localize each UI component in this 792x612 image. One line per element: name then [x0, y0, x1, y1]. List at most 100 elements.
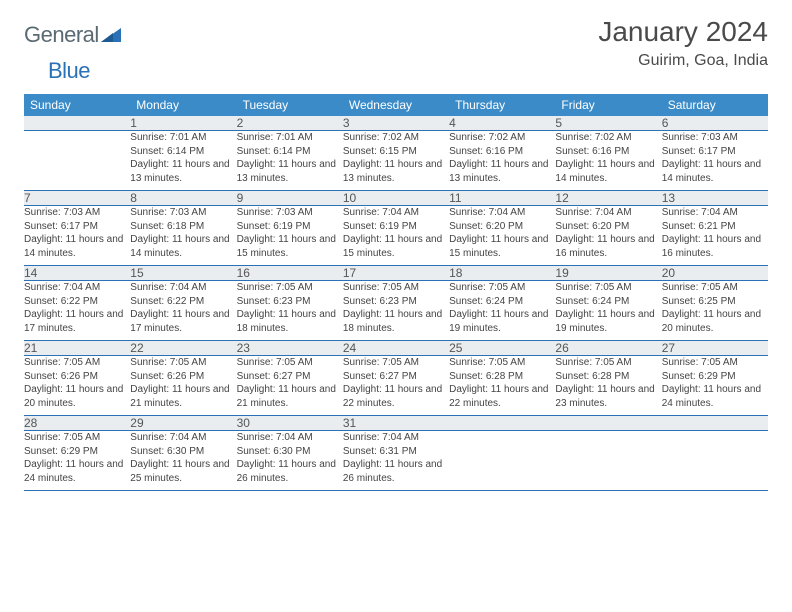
day-cell	[24, 131, 130, 191]
calendar-body: 123456Sunrise: 7:01 AMSunset: 6:14 PMDay…	[24, 116, 768, 491]
sunset-line: Sunset: 6:23 PM	[343, 295, 449, 309]
sunrise-line: Sunrise: 7:04 AM	[237, 431, 343, 445]
day-number: 9	[237, 191, 343, 206]
day-number: 28	[24, 416, 130, 431]
day-cell: Sunrise: 7:05 AMSunset: 6:27 PMDaylight:…	[343, 356, 449, 416]
sunrise-line: Sunrise: 7:02 AM	[449, 131, 555, 145]
sunrise-line: Sunrise: 7:04 AM	[343, 431, 449, 445]
day-number: 2	[237, 116, 343, 131]
day-cell	[555, 431, 661, 491]
sunrise-line: Sunrise: 7:04 AM	[555, 206, 661, 220]
sunrise-line: Sunrise: 7:04 AM	[130, 431, 236, 445]
day-cell: Sunrise: 7:05 AMSunset: 6:29 PMDaylight:…	[24, 431, 130, 491]
weekday-header: Tuesday	[237, 94, 343, 116]
sunrise-line: Sunrise: 7:05 AM	[555, 356, 661, 370]
day-cell: Sunrise: 7:04 AMSunset: 6:22 PMDaylight:…	[24, 281, 130, 341]
sunset-line: Sunset: 6:14 PM	[130, 145, 236, 159]
month-title: January 2024	[598, 16, 768, 48]
daylight-line: Daylight: 11 hours and 22 minutes.	[449, 383, 555, 410]
day-number	[662, 416, 768, 431]
day-number: 3	[343, 116, 449, 131]
daylight-line: Daylight: 11 hours and 13 minutes.	[237, 158, 343, 185]
day-number: 4	[449, 116, 555, 131]
day-number: 5	[555, 116, 661, 131]
day-cell: Sunrise: 7:04 AMSunset: 6:30 PMDaylight:…	[130, 431, 236, 491]
daylight-line: Daylight: 11 hours and 13 minutes.	[130, 158, 236, 185]
sunrise-line: Sunrise: 7:02 AM	[343, 131, 449, 145]
weekday-header: Friday	[555, 94, 661, 116]
day-number: 24	[343, 341, 449, 356]
day-number: 20	[662, 266, 768, 281]
day-number	[449, 416, 555, 431]
day-number: 7	[24, 191, 130, 206]
day-detail-row: Sunrise: 7:04 AMSunset: 6:22 PMDaylight:…	[24, 281, 768, 341]
daylight-line: Daylight: 11 hours and 17 minutes.	[130, 308, 236, 335]
day-cell: Sunrise: 7:05 AMSunset: 6:28 PMDaylight:…	[555, 356, 661, 416]
sunrise-line: Sunrise: 7:04 AM	[343, 206, 449, 220]
sunrise-line: Sunrise: 7:05 AM	[130, 356, 236, 370]
day-cell: Sunrise: 7:02 AMSunset: 6:16 PMDaylight:…	[555, 131, 661, 191]
day-number-row: 28293031	[24, 416, 768, 431]
sunrise-line: Sunrise: 7:05 AM	[449, 281, 555, 295]
sunrise-line: Sunrise: 7:04 AM	[662, 206, 768, 220]
sunset-line: Sunset: 6:25 PM	[662, 295, 768, 309]
day-number-row: 123456	[24, 116, 768, 131]
daylight-line: Daylight: 11 hours and 21 minutes.	[130, 383, 236, 410]
day-number: 30	[237, 416, 343, 431]
day-number: 29	[130, 416, 236, 431]
daylight-line: Daylight: 11 hours and 20 minutes.	[662, 308, 768, 335]
sunset-line: Sunset: 6:20 PM	[449, 220, 555, 234]
day-cell: Sunrise: 7:05 AMSunset: 6:23 PMDaylight:…	[237, 281, 343, 341]
logo-triangle-icon	[101, 28, 121, 42]
day-number: 17	[343, 266, 449, 281]
day-number: 16	[237, 266, 343, 281]
sunset-line: Sunset: 6:30 PM	[237, 445, 343, 459]
day-number: 14	[24, 266, 130, 281]
day-cell: Sunrise: 7:04 AMSunset: 6:20 PMDaylight:…	[449, 206, 555, 266]
day-number: 27	[662, 341, 768, 356]
sunset-line: Sunset: 6:22 PM	[130, 295, 236, 309]
day-cell: Sunrise: 7:03 AMSunset: 6:17 PMDaylight:…	[662, 131, 768, 191]
day-detail-row: Sunrise: 7:01 AMSunset: 6:14 PMDaylight:…	[24, 131, 768, 191]
title-block: January 2024 Guirim, Goa, India	[598, 16, 768, 76]
day-number	[555, 416, 661, 431]
sunset-line: Sunset: 6:29 PM	[662, 370, 768, 384]
day-number: 18	[449, 266, 555, 281]
sunset-line: Sunset: 6:16 PM	[449, 145, 555, 159]
daylight-line: Daylight: 11 hours and 14 minutes.	[555, 158, 661, 185]
sunrise-line: Sunrise: 7:05 AM	[343, 281, 449, 295]
weekday-header: Monday	[130, 94, 236, 116]
day-number: 26	[555, 341, 661, 356]
day-number: 6	[662, 116, 768, 131]
sunrise-line: Sunrise: 7:05 AM	[24, 356, 130, 370]
weekday-header: Saturday	[662, 94, 768, 116]
daylight-line: Daylight: 11 hours and 19 minutes.	[555, 308, 661, 335]
calendar-table: SundayMondayTuesdayWednesdayThursdayFrid…	[24, 94, 768, 491]
day-cell: Sunrise: 7:05 AMSunset: 6:27 PMDaylight:…	[237, 356, 343, 416]
sunrise-line: Sunrise: 7:03 AM	[130, 206, 236, 220]
day-cell: Sunrise: 7:05 AMSunset: 6:25 PMDaylight:…	[662, 281, 768, 341]
sunrise-line: Sunrise: 7:04 AM	[449, 206, 555, 220]
sunrise-line: Sunrise: 7:01 AM	[237, 131, 343, 145]
sunrise-line: Sunrise: 7:05 AM	[662, 281, 768, 295]
brand-general: General	[24, 22, 99, 48]
sunrise-line: Sunrise: 7:05 AM	[555, 281, 661, 295]
daylight-line: Daylight: 11 hours and 26 minutes.	[237, 458, 343, 485]
sunset-line: Sunset: 6:23 PM	[237, 295, 343, 309]
sunset-line: Sunset: 6:26 PM	[130, 370, 236, 384]
day-number-row: 21222324252627	[24, 341, 768, 356]
day-number: 13	[662, 191, 768, 206]
day-number: 1	[130, 116, 236, 131]
daylight-line: Daylight: 11 hours and 15 minutes.	[237, 233, 343, 260]
day-cell: Sunrise: 7:05 AMSunset: 6:23 PMDaylight:…	[343, 281, 449, 341]
brand-blue: Blue	[48, 58, 90, 83]
sunset-line: Sunset: 6:24 PM	[449, 295, 555, 309]
daylight-line: Daylight: 11 hours and 24 minutes.	[662, 383, 768, 410]
sunrise-line: Sunrise: 7:03 AM	[237, 206, 343, 220]
day-cell: Sunrise: 7:04 AMSunset: 6:19 PMDaylight:…	[343, 206, 449, 266]
sunset-line: Sunset: 6:22 PM	[24, 295, 130, 309]
sunset-line: Sunset: 6:16 PM	[555, 145, 661, 159]
daylight-line: Daylight: 11 hours and 18 minutes.	[343, 308, 449, 335]
sunset-line: Sunset: 6:19 PM	[343, 220, 449, 234]
daylight-line: Daylight: 11 hours and 16 minutes.	[662, 233, 768, 260]
